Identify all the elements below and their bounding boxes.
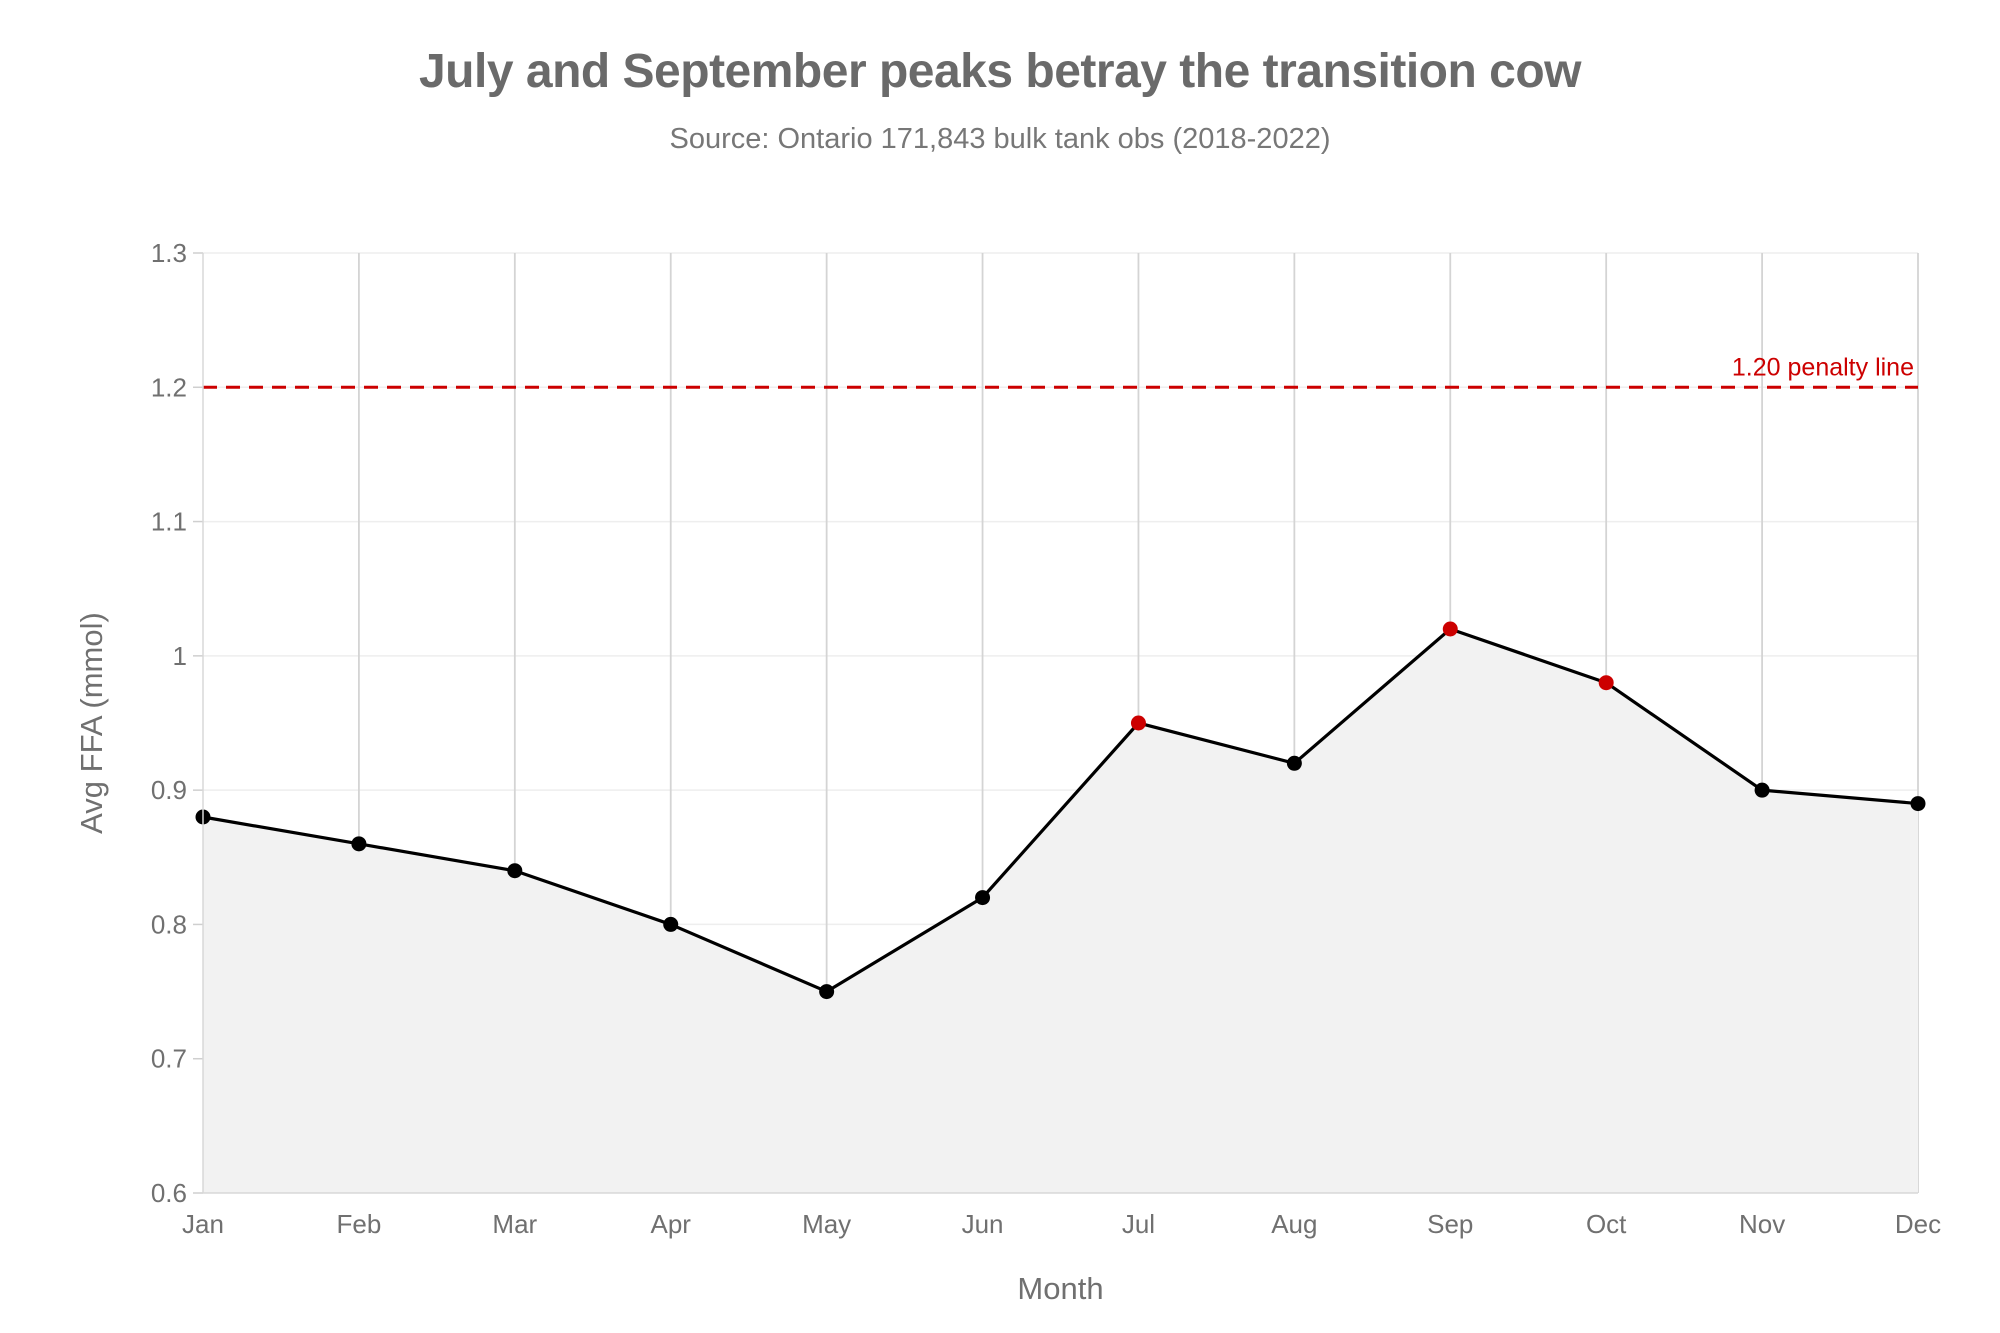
data-point xyxy=(819,984,835,1000)
x-tick-label: May xyxy=(802,1209,851,1239)
x-tick-label: Mar xyxy=(492,1209,537,1239)
series-layer xyxy=(202,627,1919,994)
penalty-line-label: 1.20 penalty line xyxy=(1732,353,1914,381)
series-line xyxy=(202,627,1919,994)
highlight-point xyxy=(1598,675,1614,691)
y-tick-label: 0.6 xyxy=(151,1178,187,1208)
x-tick-label: Feb xyxy=(337,1209,382,1239)
area-layer xyxy=(203,629,1918,1193)
chart-title: July and September peaks betray the tran… xyxy=(418,45,1582,98)
highlight-point xyxy=(1130,715,1146,731)
y-tick-label: 1.3 xyxy=(151,238,187,268)
y-tick-label: 1.1 xyxy=(151,507,187,537)
data-point xyxy=(1286,755,1302,771)
data-point xyxy=(1910,796,1926,812)
x-tick-label: Jun xyxy=(962,1209,1004,1239)
y-tick-label: 0.7 xyxy=(151,1044,187,1074)
y-tick-label: 0.9 xyxy=(151,775,187,805)
x-tick-label: Jan xyxy=(182,1209,224,1239)
axis-layer: 0.6 0.7 0.8 0.9 1 1.1 1.2 1.3 Jan Feb Mar Apr May Jun… xyxy=(74,238,1941,1306)
x-tick-label: Dec xyxy=(1895,1209,1941,1239)
data-point xyxy=(1754,782,1770,798)
x-tick-label: Jul xyxy=(1122,1209,1155,1239)
highlight-point xyxy=(1442,621,1458,637)
y-tick-label: 1.2 xyxy=(151,372,187,402)
series-area xyxy=(203,629,1918,1193)
y-tick-label: 1 xyxy=(173,641,187,671)
reference-layer: 1.20 penalty line xyxy=(203,353,1918,389)
y-axis-title: Avg FFA (mmol) xyxy=(74,612,109,834)
x-tick-label: Sep xyxy=(1427,1209,1473,1239)
x-axis-title: Month xyxy=(1017,1271,1103,1306)
data-point xyxy=(507,863,523,879)
chart-subtitle: Source: Ontario 171,843 bulk tank obs (2… xyxy=(669,123,1331,155)
x-tick-label: Nov xyxy=(1739,1209,1785,1239)
data-point xyxy=(351,836,367,852)
x-tick-label: Apr xyxy=(650,1209,691,1239)
y-tick-label: 0.8 xyxy=(151,909,187,939)
x-tick-label: Aug xyxy=(1271,1209,1317,1239)
data-point xyxy=(663,916,679,932)
x-tick-label: Oct xyxy=(1586,1209,1627,1239)
data-point xyxy=(975,890,991,906)
